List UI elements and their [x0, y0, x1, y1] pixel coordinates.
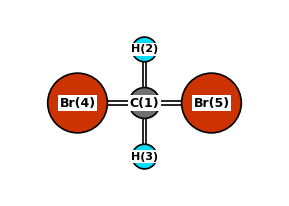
Circle shape: [181, 73, 241, 133]
Text: C(1): C(1): [130, 96, 159, 110]
Text: Br(5): Br(5): [193, 96, 229, 110]
Circle shape: [129, 88, 160, 118]
Text: Br(4): Br(4): [60, 96, 96, 110]
Text: H(2): H(2): [131, 44, 158, 54]
Circle shape: [132, 37, 157, 62]
Circle shape: [48, 73, 108, 133]
Text: H(3): H(3): [131, 152, 158, 162]
Circle shape: [132, 144, 157, 169]
